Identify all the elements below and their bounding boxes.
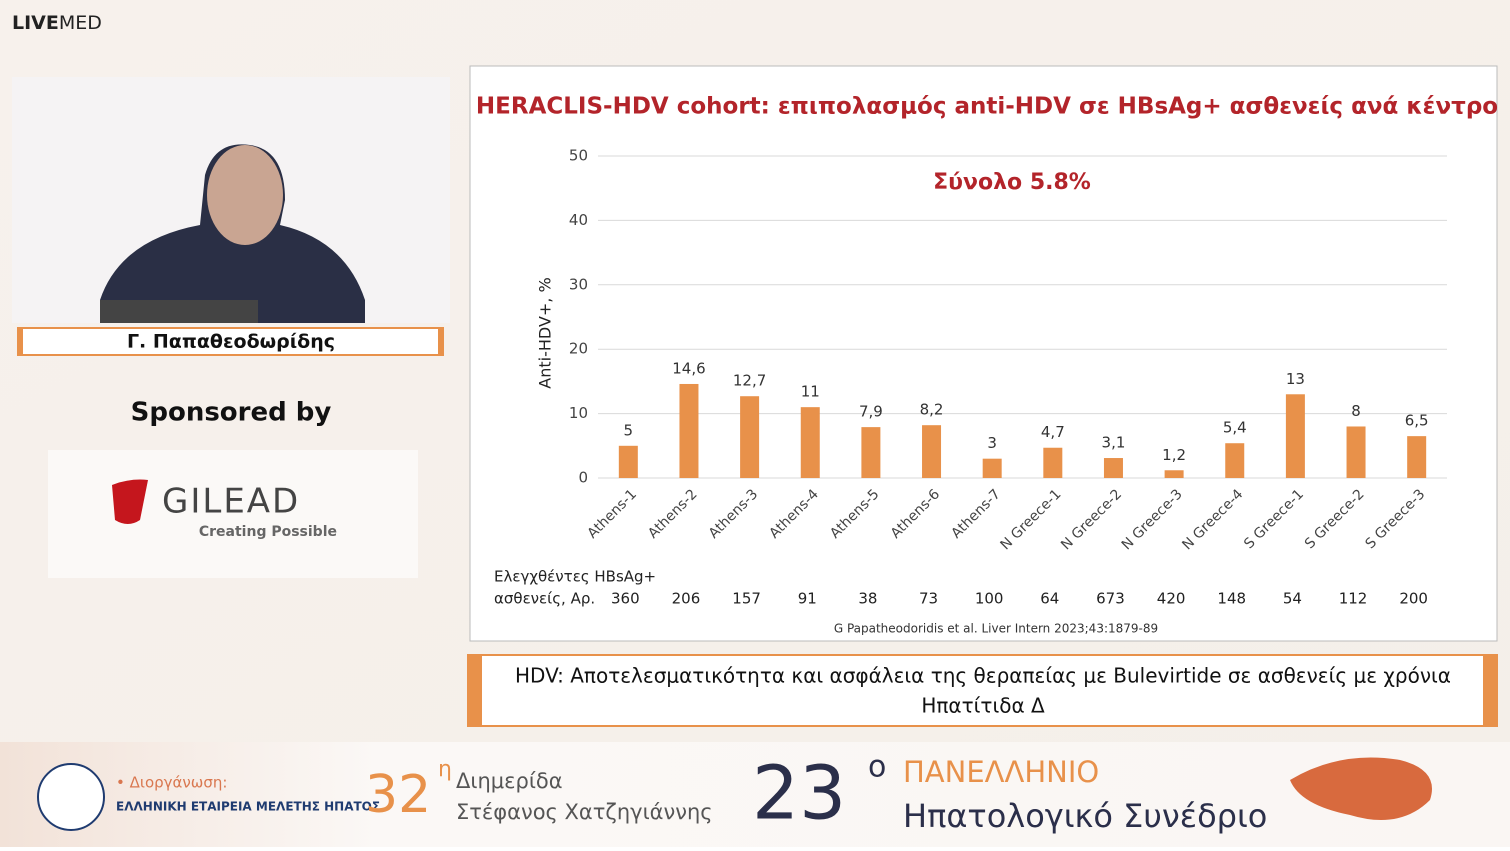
speaker-name: Γ. Παπαθεοδωρίδης [127,331,335,353]
row-value: 38 [858,590,877,608]
value-label: 5 [624,421,634,439]
source: G Papatheodoridis et al. Liver Intern 20… [834,622,1158,636]
value-label: 5,4 [1223,419,1247,437]
row-value: 64 [1040,590,1059,608]
y-tick-label: 40 [569,211,588,229]
value-label: 4,7 [1041,423,1065,441]
bar [1407,436,1427,478]
bar [922,425,942,478]
bar [861,427,881,478]
value-label: 3 [987,434,997,452]
meeting-sup: η [438,757,452,782]
congress-number: 23 [752,751,846,837]
y-axis-label: Anti-HDV+, % [536,277,555,388]
value-label: 11 [801,383,820,401]
row-value: 673 [1096,590,1125,608]
organizer-label: • Διοργάνωση: [116,774,227,792]
sponsor-label: Sponsored by [131,398,332,428]
row-value: 54 [1283,590,1302,608]
chart-panel [469,65,1498,642]
row-label: Ελεγχθέντες HBsAg+ [494,568,656,586]
subtitle: HDV: Αποτελεσματικότητα και ασφάλεια της… [515,664,1451,688]
row-value: 112 [1339,590,1368,608]
value-label: 14,6 [672,359,705,377]
value-label: 8 [1351,402,1361,420]
bar [982,458,1002,478]
sponsor-icon [112,479,148,524]
sponsor-name: GILEAD [162,482,300,522]
y-tick-label: 20 [569,340,588,358]
value-label: 8,2 [920,401,944,419]
organizer-logo [37,763,105,831]
subtitle: Ηπατίτιδα Δ [921,694,1045,718]
value-label: 13 [1286,370,1305,388]
meeting-number: 32 [365,765,431,825]
liver-icon [1290,757,1432,820]
row-label: ασθενείς, Αρ. [494,590,595,608]
value-label: 1,2 [1162,446,1186,464]
value-label: 6,5 [1405,412,1429,430]
row-value: 206 [672,590,701,608]
bar [1346,426,1366,478]
bar [1225,443,1245,478]
bar [1285,394,1305,478]
bar [1103,458,1123,478]
row-value: 200 [1399,590,1428,608]
footer [0,742,1510,847]
congress-line: ΠΑΝΕΛΛΗΝΙΟ [903,755,1099,789]
value-label: 7,9 [859,403,883,421]
row-value: 148 [1217,590,1246,608]
bar [679,383,699,478]
bar [800,407,820,478]
row-value: 91 [798,590,817,608]
y-tick-label: 30 [569,275,588,293]
bar [740,396,760,478]
meeting-line: Στέφανος Χατζηγιάννης [456,800,713,824]
row-value: 100 [975,590,1004,608]
annotation: Σύνολο 5.8% [933,170,1091,195]
congress-line: Ηπατολογικό Συνέδριο [903,797,1267,835]
y-tick-label: 0 [578,469,588,487]
speaker-head [207,145,283,245]
bar-accent [438,328,443,355]
congress-sup: ο [868,750,886,785]
chart-title: HERACLIS-HDV cohort: επιπολασμός anti-HD… [476,94,1498,120]
logo: LIVEMED [12,12,102,34]
value-label: 3,1 [1102,434,1126,452]
laptop [100,300,258,323]
bar-accent [18,328,23,355]
bar-accent [468,655,482,726]
meeting-line: Διημερίδα [456,769,563,793]
y-tick-label: 50 [569,147,588,165]
row-value: 420 [1157,590,1186,608]
bar [1043,447,1063,478]
value-label: 12,7 [733,372,766,390]
bar [618,445,638,478]
sponsor-box [48,450,418,578]
bar-accent [1483,655,1497,726]
row-value: 360 [611,590,640,608]
bar [1164,470,1184,478]
row-value: 157 [732,590,761,608]
row-value: 73 [919,590,938,608]
organizer: ΕΛΛΗΝΙΚΗ ΕΤΑΙΡΕΙΑ ΜΕΛΕΤΗΣ ΗΠΑΤΟΣ [116,800,380,814]
y-tick-label: 10 [569,404,588,422]
sponsor-tagline: Creating Possible [199,524,337,540]
